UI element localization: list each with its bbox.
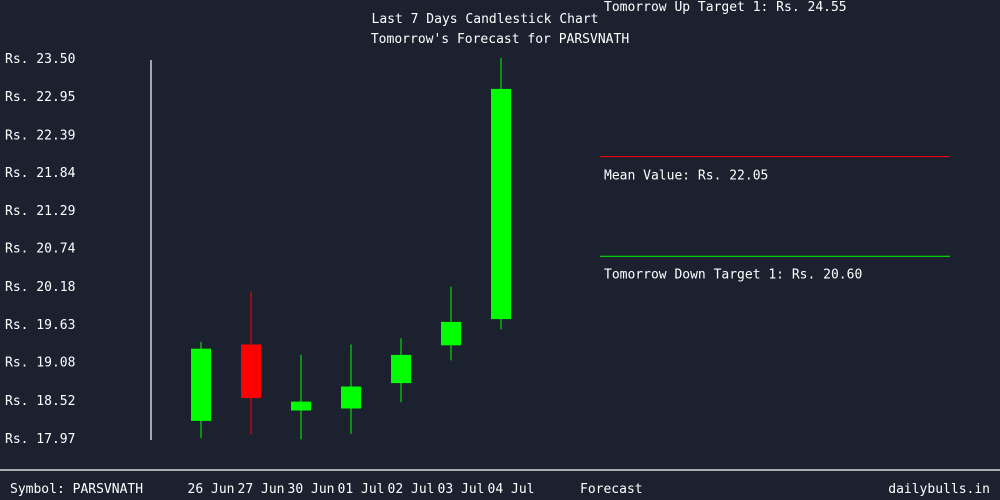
- forecast-panel: Tomorrow Up Target 1: Rs. 24.55 Mean Val…: [600, 0, 950, 282]
- mean-value-label: Mean Value: Rs. 22.05: [604, 169, 768, 184]
- symbol-label: Symbol: PARSVNATH: [10, 482, 143, 497]
- chart-title: Last 7 Days Candlestick Chart: [372, 12, 599, 27]
- y-tick-label: Rs. 17.97: [5, 432, 75, 447]
- forecast-label: Forecast: [580, 482, 643, 497]
- x-tick-label: 01 Jul: [338, 482, 385, 497]
- y-tick-label: Rs. 18.52: [5, 394, 75, 409]
- y-tick-label: Rs. 20.74: [5, 242, 76, 257]
- brand-label: dailybulls.in: [888, 482, 990, 497]
- x-tick-label: 26 Jun: [188, 482, 235, 497]
- x-tick-label: 27 Jun: [238, 482, 285, 497]
- y-tick-label: Rs. 19.63: [5, 318, 75, 333]
- y-tick-label: Rs. 23.50: [5, 52, 75, 67]
- y-tick-label: Rs. 21.29: [5, 204, 75, 219]
- candle-body: [491, 88, 511, 320]
- y-tick-label: Rs. 22.95: [5, 90, 75, 105]
- candle-body: [241, 344, 261, 399]
- x-tick-label: 30 Jun: [288, 482, 335, 497]
- candle-body: [441, 321, 461, 346]
- y-tick-label: Rs. 22.39: [5, 128, 75, 143]
- down-target-label: Tomorrow Down Target 1: Rs. 20.60: [604, 267, 862, 282]
- candles: [191, 58, 511, 440]
- x-tick-label: 03 Jul: [438, 482, 485, 497]
- y-tick-label: Rs. 21.84: [5, 166, 76, 181]
- chart-subtitle: Tomorrow's Forecast for PARSVNATH: [371, 32, 629, 47]
- candle-body: [341, 386, 361, 409]
- x-axis-labels: 26 Jun 27 Jun 30 Jun 01 Jul 02 Jul 03 Jul 04 J…: [188, 482, 535, 497]
- candle-body: [191, 348, 211, 421]
- y-tick-label: Rs. 20.18: [5, 280, 75, 295]
- candle-body: [291, 401, 311, 411]
- up-target-label: Tomorrow Up Target 1: Rs. 24.55: [604, 0, 847, 15]
- x-tick-label: 04 Jul: [488, 482, 535, 497]
- y-tick-label: Rs. 19.08: [5, 356, 75, 371]
- x-tick-label: 02 Jul: [388, 482, 435, 497]
- y-axis-labels: Rs. 23.50 Rs. 22.95 Rs. 22.39 Rs. 21.84 Rs. …: [5, 52, 76, 447]
- candle-body: [391, 354, 411, 384]
